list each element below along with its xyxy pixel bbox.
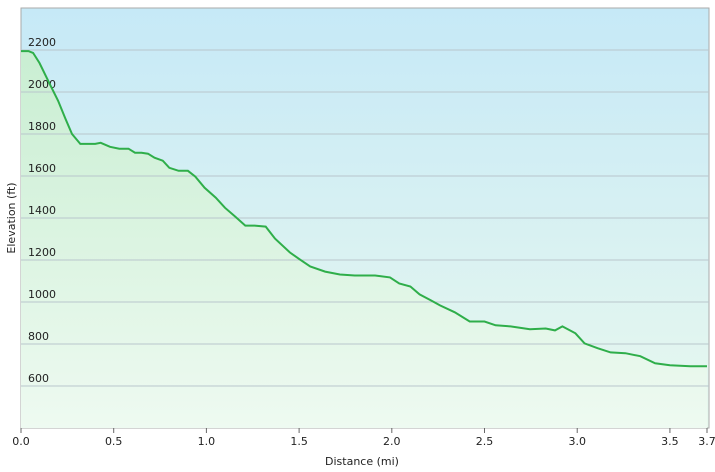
y-tick-label: 800 <box>28 330 49 343</box>
y-tick-label: 1000 <box>28 288 56 301</box>
y-tick-label: 1400 <box>28 204 56 217</box>
y-tick-label: 600 <box>28 372 49 385</box>
y-axis-label: Elevation (ft) <box>5 182 18 253</box>
x-tick-label: 0.0 <box>12 435 30 448</box>
x-tick-label: 3.7 <box>698 435 715 448</box>
x-tick-label: 0.5 <box>105 435 123 448</box>
y-tick-label: 2200 <box>28 36 56 49</box>
x-tick-label: 1.0 <box>198 435 216 448</box>
x-tick-label: 3.0 <box>568 435 586 448</box>
x-axis-label: Distance (mi) <box>325 455 399 468</box>
y-tick-label: 1200 <box>28 246 56 259</box>
y-tick-label: 1800 <box>28 120 56 133</box>
x-tick-label: 3.5 <box>661 435 679 448</box>
x-tick-label: 2.0 <box>383 435 401 448</box>
x-tick-label: 2.5 <box>476 435 494 448</box>
elevation-line <box>21 50 707 368</box>
x-tick-label: 1.5 <box>290 435 308 448</box>
y-tick-label: 1600 <box>28 162 56 175</box>
area-fill <box>21 51 707 428</box>
